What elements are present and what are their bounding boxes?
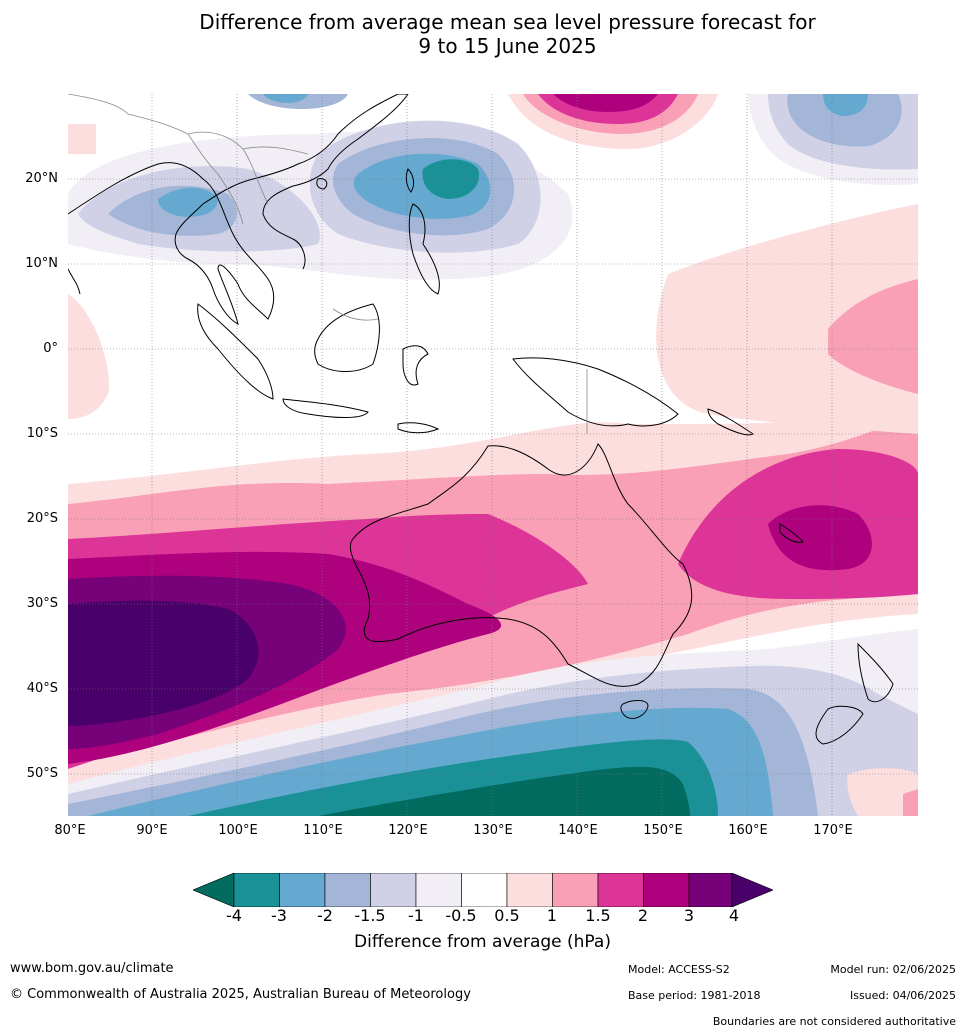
gridlines	[68, 94, 918, 816]
base-period-text: Base period: 1981-2018	[628, 989, 761, 1002]
lat-label-20s: 20°S	[26, 511, 58, 526]
colorbar-swatch-4	[370, 873, 417, 907]
positive-anomaly-south	[68, 414, 918, 784]
colorbar-swatch-5	[415, 873, 462, 907]
philippines-coastline	[408, 203, 440, 295]
new-caledonia-coastline	[779, 523, 804, 543]
colorbar-swatch-9	[597, 873, 644, 907]
colorbar-tick-9: 1.5	[585, 906, 611, 925]
lon-label-130e: 130°E	[473, 823, 513, 838]
negative-anomaly-south	[68, 629, 918, 816]
colorbar-swatch-below-4	[193, 873, 235, 907]
colorbar-swatch-above-4	[731, 873, 773, 907]
disclaimer-text: Boundaries are not considered authoritat…	[712, 1015, 956, 1028]
country-borders	[68, 94, 588, 434]
lat-label-10n: 10°N	[25, 256, 58, 271]
coastlines	[68, 94, 894, 745]
borneo-coastline	[314, 303, 380, 372]
colorbar-swatch-1	[233, 873, 280, 907]
lon-label-80e: 80°E	[54, 823, 86, 838]
colorbar-swatch-6	[461, 873, 508, 907]
positive-anomaly-north	[68, 94, 918, 434]
colorbar-tick-8: 1	[546, 906, 558, 925]
website-link[interactable]: www.bom.gov.au/climate	[10, 961, 174, 976]
sumatra-coastline	[197, 303, 274, 400]
title-line-1: Difference from average mean sea level p…	[199, 10, 816, 34]
lon-label-120e: 120°E	[388, 823, 428, 838]
lat-label-30s: 30°S	[26, 596, 58, 611]
colorbar-tick-3: -2	[317, 906, 333, 925]
lon-label-90e: 90°E	[136, 823, 168, 838]
negative-anomaly-north	[68, 94, 918, 280]
lat-label-10s: 10°S	[26, 426, 58, 441]
tasmania-coastline	[620, 700, 649, 719]
lon-label-170e: 170°E	[813, 823, 853, 838]
colorbar-tick-2: -3	[271, 906, 287, 925]
lon-label-100e: 100°E	[218, 823, 258, 838]
colorbar-tick-11: 3	[683, 906, 695, 925]
solomon-islands-coastline	[707, 408, 754, 436]
colorbar-tick-5: -1	[408, 906, 424, 925]
new-zealand-coastline	[815, 642, 894, 745]
australia-coastline	[349, 443, 693, 687]
java-coastline	[282, 398, 369, 419]
lon-label-160e: 160°E	[728, 823, 768, 838]
taiwan-coastline	[405, 168, 415, 193]
title-line-2: 9 to 15 June 2025	[418, 34, 597, 58]
sulawesi-coastline	[402, 345, 429, 386]
timor-coastline	[397, 422, 440, 434]
hainan-coastline	[316, 178, 328, 190]
lat-label-50s: 50°S	[26, 766, 58, 781]
colorbar-swatch-11	[688, 873, 733, 907]
model-text: Model: ACCESS-S2	[628, 963, 730, 976]
pressure-anomaly-map	[68, 94, 918, 816]
lon-label-140e: 140°E	[558, 823, 598, 838]
colorbar-swatch-10	[643, 873, 690, 907]
lat-label-40s: 40°S	[26, 681, 58, 696]
model-run-text: Model run: 02/06/2025	[830, 963, 956, 976]
map-title: Difference from average mean sea level p…	[0, 10, 965, 58]
colorbar-tick-4: -1.5	[354, 906, 386, 925]
colorbar-tick-1: -4	[226, 906, 242, 925]
lat-label-20n: 20°N	[25, 171, 58, 186]
copyright-text: © Commonwealth of Australia 2025, Austra…	[10, 987, 471, 1002]
lat-label-0: 0°	[43, 341, 58, 356]
issued-text: Issued: 04/06/2025	[849, 989, 956, 1002]
new-guinea-coastline	[512, 357, 679, 427]
colorbar-swatch-2	[279, 873, 326, 907]
lon-label-150e: 150°E	[643, 823, 683, 838]
colorbar-tick-10: 2	[637, 906, 649, 925]
map-canvas	[68, 94, 918, 816]
colorbar	[193, 873, 773, 907]
colorbar-label: Difference from average (hPa)	[354, 932, 611, 952]
colorbar-swatch-3	[324, 873, 371, 907]
colorbar-tick-12: 4	[728, 906, 740, 925]
colorbar-swatch-8	[552, 873, 599, 907]
colorbar-swatch-7	[506, 873, 553, 907]
india-coastline	[68, 268, 81, 295]
lon-label-110e: 110°E	[303, 823, 343, 838]
colorbar-tick-6: -0.5	[445, 906, 477, 925]
asia-coastline	[68, 94, 409, 325]
colorbar-tick-7: 0.5	[494, 906, 520, 925]
